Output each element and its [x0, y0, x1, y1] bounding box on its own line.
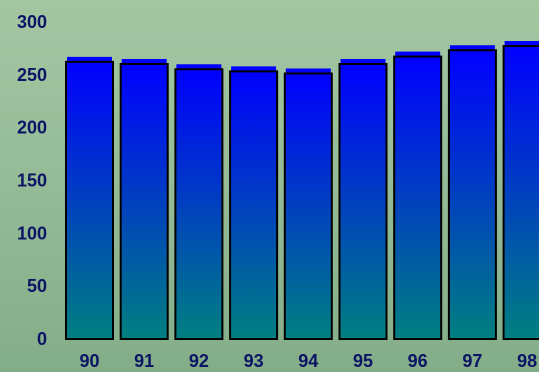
y-tick-label: 50: [27, 276, 47, 296]
bar-body: [502, 45, 539, 341]
bar-cap: [121, 58, 167, 65]
bar-cap: [231, 66, 277, 73]
bar-cap: [67, 56, 112, 63]
bar-98: [502, 41, 539, 341]
x-tick-label: 93: [244, 351, 264, 371]
y-tick-label: 150: [17, 171, 47, 191]
bar-body: [229, 70, 279, 340]
bar-90: [65, 56, 114, 341]
bar-92: [174, 64, 224, 341]
bar-body: [65, 60, 114, 341]
x-tick-label: 95: [353, 351, 373, 371]
x-tick-label: 97: [462, 351, 482, 371]
bar-body: [119, 62, 169, 340]
bar-body: [447, 49, 497, 340]
bar-94: [283, 68, 333, 340]
y-axis: 0 50 100 150 200 250 300: [17, 12, 47, 349]
bar-cap: [504, 41, 539, 48]
bar-91: [119, 58, 169, 340]
bar-cap: [449, 45, 495, 52]
bar-cap: [176, 64, 222, 71]
bar-body: [174, 68, 224, 341]
bar-93: [229, 66, 279, 340]
y-tick-label: 0: [37, 329, 47, 349]
bar-97: [447, 45, 497, 340]
bar-cap: [395, 51, 441, 58]
x-tick-label: 91: [134, 351, 154, 371]
bar-cap: [285, 68, 331, 75]
bar-96: [393, 51, 443, 340]
bar-cap: [340, 58, 386, 65]
x-tick-label: 92: [189, 351, 209, 371]
bars: [65, 41, 539, 341]
bar-body: [283, 72, 333, 340]
bar-body: [393, 55, 443, 340]
y-tick-label: 100: [17, 223, 47, 243]
x-tick-label: 96: [408, 351, 428, 371]
y-tick-label: 200: [17, 118, 47, 138]
y-tick-label: 250: [17, 65, 47, 85]
x-tick-label: 90: [79, 351, 99, 371]
y-tick-label: 300: [17, 12, 47, 32]
bar-95: [338, 58, 388, 340]
x-axis: 90 91 92 93 94 95 96 97 98: [79, 351, 537, 371]
x-tick-label: 94: [298, 351, 318, 371]
x-tick-label: 98: [517, 351, 537, 371]
bar-body: [338, 62, 388, 340]
